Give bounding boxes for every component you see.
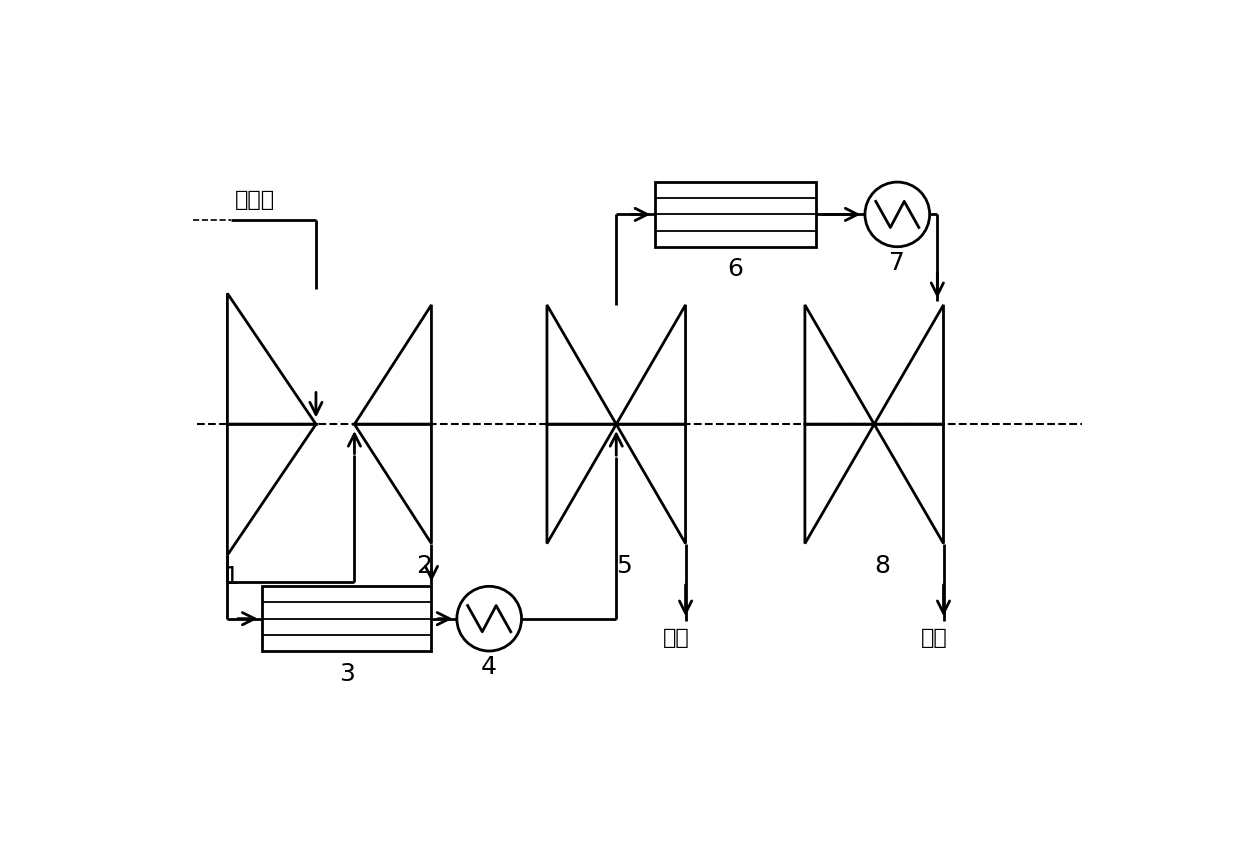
Text: 4: 4	[481, 655, 497, 679]
Text: 7: 7	[889, 251, 905, 275]
Text: 乏汉: 乏汉	[920, 628, 947, 648]
Text: 主蒸汉: 主蒸汉	[236, 191, 275, 210]
Text: 5: 5	[616, 554, 632, 578]
Text: 8: 8	[874, 554, 890, 578]
Text: 乏汉: 乏汉	[662, 628, 689, 648]
Text: 6: 6	[728, 257, 744, 281]
Text: 3: 3	[339, 662, 355, 686]
Text: 2: 2	[415, 554, 432, 578]
Bar	[262, 586, 432, 651]
Text: 1: 1	[223, 565, 239, 590]
Bar	[655, 182, 816, 247]
